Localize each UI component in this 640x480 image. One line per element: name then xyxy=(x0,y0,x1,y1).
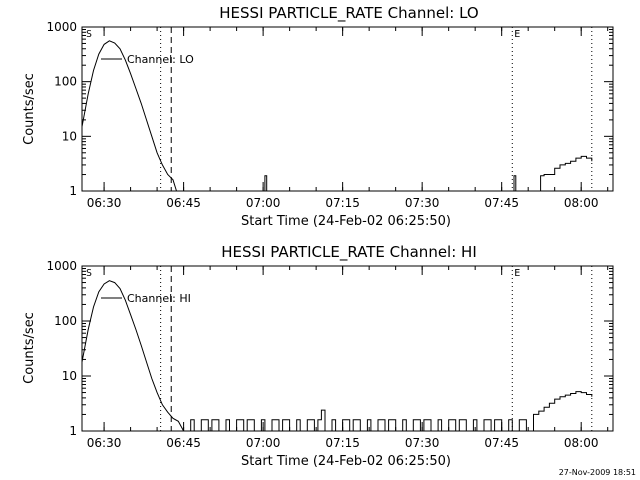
legend-label: Channel: HI xyxy=(127,292,191,305)
event-marker-label: E xyxy=(514,268,520,279)
y-tick-label: 100 xyxy=(54,75,77,89)
x-tick-label: 06:30 xyxy=(87,196,122,210)
panel-lo: HESSI PARTICLE_RATE Channel: LO Counts/s… xyxy=(22,4,614,229)
y-tick-label: 1 xyxy=(69,184,77,198)
y-axis-label: Counts/sec xyxy=(22,312,37,384)
y-tick-label: 10 xyxy=(62,369,77,383)
x-tick-label: 07:45 xyxy=(484,196,519,210)
chart-title: HESSI PARTICLE_RATE Channel: HI xyxy=(221,243,477,262)
y-ticks: 1 10 100 1000 xyxy=(46,259,613,438)
x-tick-label: 07:30 xyxy=(405,436,440,450)
x-tick-label: 07:45 xyxy=(484,436,519,450)
legend: Channel: HI xyxy=(101,292,191,305)
x-tick-label: 08:00 xyxy=(564,196,599,210)
y-tick-label: 100 xyxy=(54,314,77,328)
legend-label: Channel: LO xyxy=(127,53,194,66)
y-ticks: 1 10 100 1000 xyxy=(46,20,613,198)
timestamp-stamp: 27-Nov-2009 18:51 xyxy=(559,468,636,477)
y-tick-label: 10 xyxy=(62,129,77,143)
x-axis-label: Start Time (24-Feb-02 06:25:50) xyxy=(241,454,451,469)
x-tick-label: 06:45 xyxy=(166,196,201,210)
x-tick-label: 06:45 xyxy=(166,436,201,450)
y-axis-label: Counts/sec xyxy=(22,73,37,145)
y-tick-label: 1000 xyxy=(46,20,77,34)
x-axis-label: Start Time (24-Feb-02 06:25:50) xyxy=(241,214,451,229)
x-tick-label: 07:00 xyxy=(246,196,281,210)
legend: Channel: LO xyxy=(101,53,194,66)
series-line xyxy=(81,280,593,432)
corner-marker-s: S xyxy=(86,268,92,279)
chart-title: HESSI PARTICLE_RATE Channel: LO xyxy=(219,4,478,23)
event-markers: E xyxy=(160,27,593,191)
corner-marker-s: S xyxy=(86,29,92,40)
event-markers: E xyxy=(160,266,593,431)
x-tick-label: 07:15 xyxy=(325,196,360,210)
x-ticks: 06:30 06:45 07:00 07:15 07:30 07:45 08:00 xyxy=(87,266,609,450)
x-tick-label: 08:00 xyxy=(564,436,599,450)
panel-hi: HESSI PARTICLE_RATE Channel: HI Counts/s… xyxy=(22,243,636,477)
y-tick-label: 1 xyxy=(69,424,77,438)
series-line xyxy=(81,40,593,192)
event-marker-label: E xyxy=(514,29,520,40)
x-tick-label: 07:00 xyxy=(246,436,281,450)
x-tick-label: 07:15 xyxy=(325,436,360,450)
x-ticks: 06:30 06:45 07:00 07:15 07:30 07:45 08:00 xyxy=(87,27,609,210)
plot-frame xyxy=(81,265,614,432)
x-tick-label: 06:30 xyxy=(87,436,122,450)
plot-frame xyxy=(81,26,614,192)
y-tick-label: 1000 xyxy=(46,259,77,273)
x-tick-label: 07:30 xyxy=(405,196,440,210)
